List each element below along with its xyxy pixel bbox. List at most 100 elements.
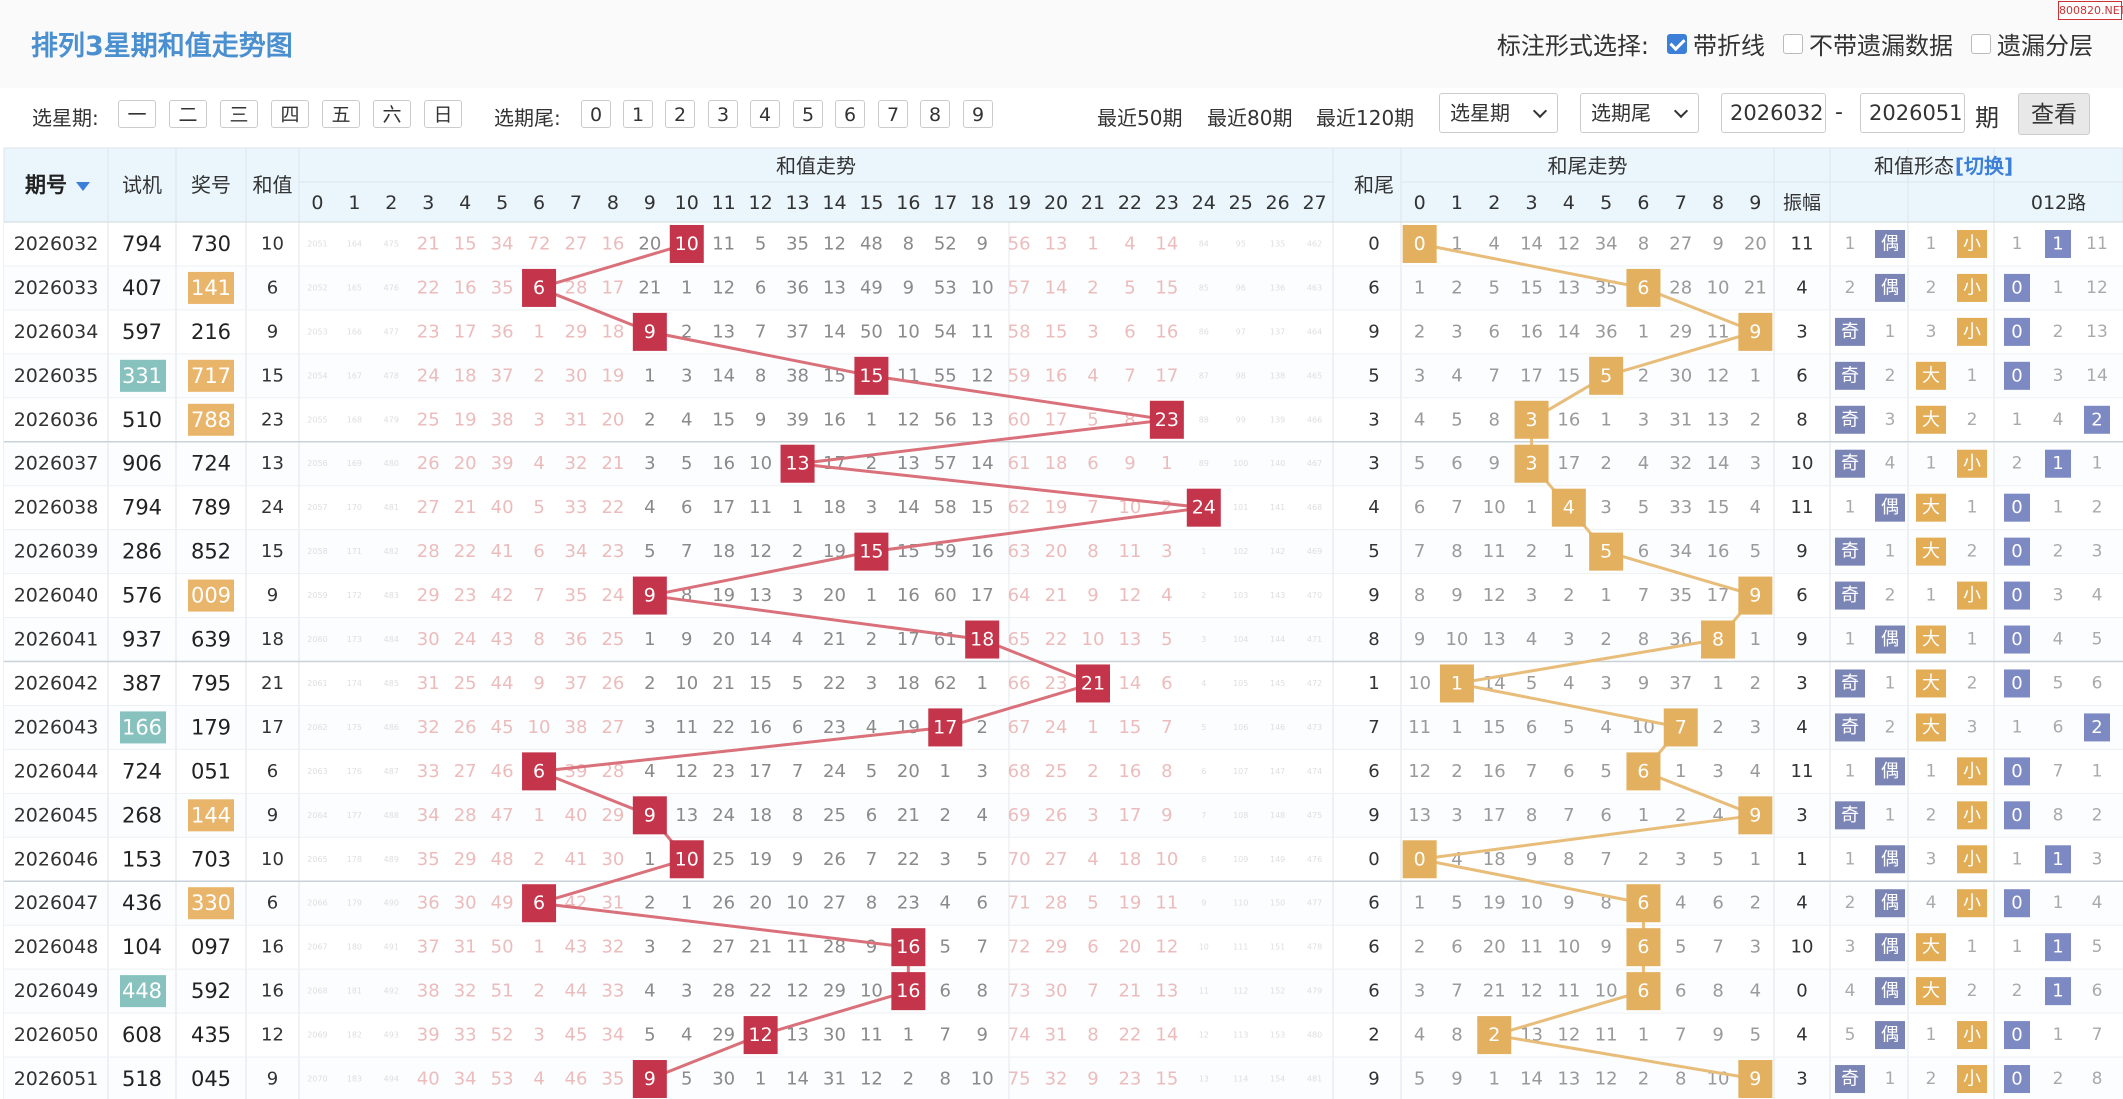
sum-miss-value: 5 <box>976 849 987 870</box>
sum-miss-value: 5 <box>1124 277 1135 298</box>
tail-miss-value: 15 <box>1483 717 1506 738</box>
miss-layer-label[interactable]: 遗漏分层 <box>1997 32 2093 60</box>
sum-ball-label: 6 <box>533 892 545 914</box>
tail-miss-value: 6 <box>1526 717 1537 738</box>
odd-cell: 5 <box>1845 1025 1856 1045</box>
sum-ball-label: 9 <box>644 321 656 343</box>
sum-miss-value: 478 <box>384 371 399 380</box>
weekday-button[interactable]: 日 <box>424 100 462 128</box>
sum-miss-value: 1 <box>533 321 544 342</box>
tail-button[interactable]: 6 <box>835 100 865 128</box>
sum-miss-value: 31 <box>565 409 588 430</box>
tail-button[interactable]: 2 <box>665 100 695 128</box>
big-cell: 大 <box>1922 937 1940 958</box>
sum-miss-value: 2064 <box>307 811 327 820</box>
road-cell: 1 <box>2052 937 2063 958</box>
line-mode-checkbox[interactable] <box>1667 33 1687 54</box>
no-miss-checkbox[interactable] <box>1783 33 1803 54</box>
sum-col-header: 26 <box>1266 192 1290 214</box>
sum-miss-value: 100 <box>1233 459 1248 468</box>
road-cell: 0 <box>2011 1025 2022 1046</box>
tail-miss-value: 6 <box>1600 805 1611 826</box>
tail-button[interactable]: 0 <box>581 100 611 128</box>
weekday-select[interactable]: 选星期 <box>1439 93 1558 133</box>
weekday-button[interactable]: 六 <box>373 100 411 128</box>
tail-miss-value: 3 <box>1750 717 1761 738</box>
miss-layer-checkbox[interactable] <box>1971 33 1991 54</box>
sum-miss-value: 22 <box>454 541 477 562</box>
sum-miss-value: 31 <box>417 673 440 694</box>
end-period-input[interactable]: 2026051 <box>1860 93 1965 133</box>
tail-miss-value: 8 <box>1638 233 1649 254</box>
sum-miss-value: 490 <box>384 899 399 908</box>
sum-miss-value: 26 <box>601 673 624 694</box>
sum-miss-value: 8 <box>976 981 987 1002</box>
odd-cell: 2 <box>1845 278 1856 298</box>
sum-miss-value: 1 <box>866 409 877 430</box>
sum-ball <box>632 796 667 835</box>
road-cell: 0 <box>2011 585 2022 606</box>
sum-miss-value: 475 <box>384 239 399 248</box>
sum-miss-value: 17 <box>749 761 772 782</box>
tail-miss-value: 4 <box>1563 673 1574 694</box>
sum-miss-value: 170 <box>347 503 362 512</box>
trial-cell: 794 <box>122 232 162 256</box>
weekday-button[interactable]: 五 <box>322 100 360 128</box>
sum-miss-value: 6 <box>1087 453 1098 474</box>
line-mode-label[interactable]: 带折线 <box>1693 32 1765 60</box>
tail-miss-value: 16 <box>1520 321 1543 342</box>
sum-miss-value: 14 <box>1045 277 1068 298</box>
weekday-button[interactable]: 四 <box>271 100 309 128</box>
sum-miss-value: 11 <box>749 497 772 518</box>
weekday-button[interactable]: 一 <box>118 100 156 128</box>
tail-button[interactable]: 4 <box>750 100 780 128</box>
sum-miss-value: 22 <box>897 849 920 870</box>
sum-miss-value: 21 <box>749 937 772 958</box>
sum-miss-value: 3 <box>533 409 544 430</box>
recent-120-link[interactable]: 最近120期 <box>1316 106 1415 130</box>
sum-miss-value: 41 <box>565 849 588 870</box>
sum-miss-value: 20 <box>712 629 735 650</box>
sum-miss-value: 149 <box>1270 855 1285 864</box>
weekday-button[interactable]: 三 <box>220 100 258 128</box>
tail-label: 选期尾: <box>494 106 561 130</box>
sum-miss-value: 4 <box>1087 849 1098 870</box>
trial-header: 试机 <box>122 173 162 197</box>
tail-button[interactable]: 1 <box>623 100 653 128</box>
tail-button[interactable]: 9 <box>963 100 993 128</box>
sum-miss-value: 37 <box>786 321 809 342</box>
sum-miss-value: 12 <box>749 541 772 562</box>
tail-button[interactable]: 3 <box>708 100 738 128</box>
start-period-input[interactable]: 2026032 <box>1721 93 1826 133</box>
sum-miss-value: 108 <box>1233 811 1248 820</box>
road-cell: 1 <box>2012 717 2023 737</box>
sum-miss-value: 13 <box>786 1025 809 1046</box>
tail-button[interactable]: 7 <box>878 100 908 128</box>
tail-miss-value: 9 <box>1451 585 1462 606</box>
tail-col-header: 3 <box>1526 192 1538 214</box>
tail-cell: 6 <box>1368 277 1379 298</box>
sum-miss-value: 464 <box>1307 327 1322 336</box>
no-miss-label[interactable]: 不带遗漏数据 <box>1809 32 1953 60</box>
big-mark <box>1916 625 1946 654</box>
sum-miss-value: 19 <box>712 585 735 606</box>
recent-80-link[interactable]: 最近80期 <box>1207 106 1293 130</box>
tail-miss-value: 2 <box>1451 761 1462 782</box>
tail-button[interactable]: 8 <box>920 100 950 128</box>
sum-miss-value: 22 <box>417 277 440 298</box>
even-cell: 偶 <box>1881 937 1899 958</box>
sum-miss-value: 477 <box>1307 899 1322 908</box>
weekday-button[interactable]: 二 <box>169 100 207 128</box>
query-button[interactable]: 查看 <box>2018 93 2090 135</box>
sum-ball-label: 6 <box>533 277 545 299</box>
tail-button[interactable]: 5 <box>793 100 823 128</box>
road-mark <box>2004 581 2030 610</box>
sum-miss-value: 2 <box>681 937 692 958</box>
small-cell: 小 <box>1963 1069 1981 1090</box>
recent-50-link[interactable]: 最近50期 <box>1097 106 1183 130</box>
small-mark <box>1957 273 1987 302</box>
tail-select[interactable]: 选期尾 <box>1580 93 1699 133</box>
trial-cell: 407 <box>122 276 162 300</box>
draw-highlight <box>188 359 234 392</box>
sum-miss-value: 2 <box>644 409 655 430</box>
